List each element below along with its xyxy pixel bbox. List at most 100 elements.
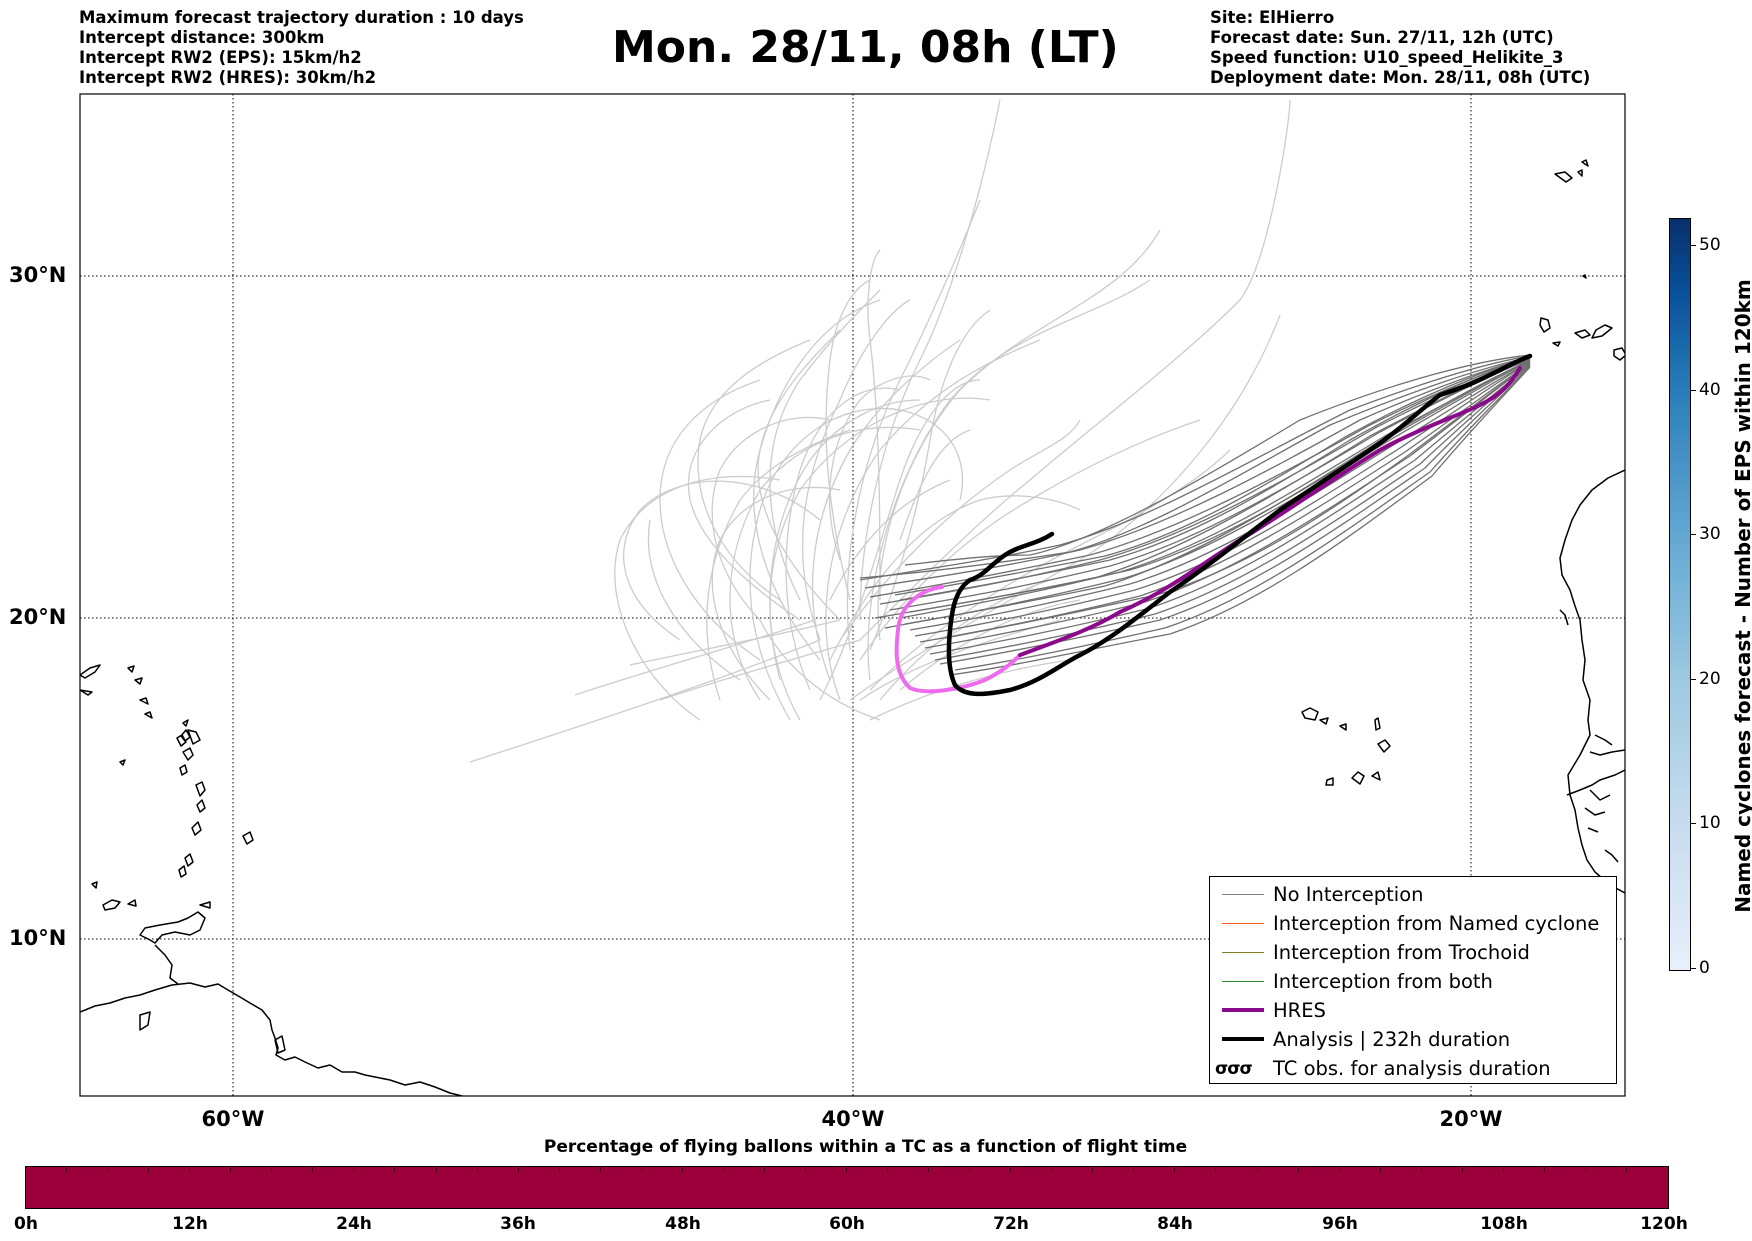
flight-time-minor-tick	[1133, 1166, 1135, 1172]
colorbar-tick-label: 30	[1699, 524, 1721, 544]
small-islands-west	[102, 899, 286, 1054]
legend-label: No Interception	[1273, 883, 1424, 906]
flight-time-minor-tick	[1297, 1166, 1299, 1172]
eps-count-colorbar	[1669, 218, 1691, 971]
legend-line-black	[1222, 1037, 1264, 1041]
flight-time-minor-tick	[1256, 1166, 1258, 1172]
flight-time-minor-tick	[107, 1166, 109, 1172]
flight-time-minor-tick	[1092, 1166, 1094, 1172]
flight-time-minor-tick	[1215, 1166, 1217, 1172]
coastlines	[80, 159, 1625, 1096]
legend-item-named-cyclone: Interception from Named cyclone	[1210, 911, 1616, 937]
flight-time-minor-tick	[558, 1166, 560, 1172]
flight-time-minor-tick	[1420, 1166, 1422, 1172]
colorbar-tick	[1691, 823, 1696, 824]
flight-time-minor-tick	[271, 1166, 273, 1172]
legend-item-hres: HRES	[1210, 998, 1616, 1024]
legend-line-purple	[1222, 1008, 1264, 1012]
info-intercept-hres: Intercept RW2 (HRES): 30km/h2	[79, 68, 377, 87]
legend-label: Analysis | 232h duration	[1273, 1028, 1511, 1051]
flight-time-minor-tick	[476, 1166, 478, 1172]
flight-time-tick-label: 108h	[1480, 1214, 1528, 1234]
africa-coast	[1559, 469, 1625, 894]
flight-time-minor-tick	[394, 1166, 396, 1172]
run-info-right: Site: ElHierro Forecast date: Sun. 27/11…	[1210, 8, 1590, 88]
run-info-left: Maximum forecast trajectory duration : 1…	[79, 8, 524, 88]
flight-time-minor-tick	[1543, 1166, 1545, 1172]
flight-time-minor-tick	[148, 1166, 150, 1172]
flight-time-minor-tick	[1010, 1166, 1012, 1172]
flight-time-minor-tick	[722, 1166, 724, 1172]
flight-time-minor-tick	[189, 1166, 191, 1172]
info-site: Site: ElHierro	[1210, 8, 1335, 27]
flight-time-minor-tick	[1502, 1166, 1504, 1172]
colorbar-vertical-label: Named cyclones forecast - Number of EPS …	[1731, 279, 1752, 913]
legend-line-gray	[1222, 894, 1264, 895]
cyclone-symbols-icon: σσσ	[1215, 1059, 1253, 1079]
flight-time-minor-tick	[1461, 1166, 1463, 1172]
legend-item-trochoid: Interception from Trochoid	[1210, 940, 1616, 966]
flight-time-minor-tick	[1379, 1166, 1381, 1172]
canary-islands	[1539, 317, 1625, 361]
info-intercept-distance: Intercept distance: 300km	[79, 28, 325, 47]
south-america-coast	[80, 982, 463, 1096]
flight-time-colorbar	[25, 1166, 1669, 1209]
legend-label: TC obs. for analysis duration	[1273, 1057, 1551, 1080]
colorbar-tick-label: 0	[1699, 958, 1710, 978]
flight-time-minor-tick	[763, 1166, 765, 1172]
flight-time-tick-label: 0h	[14, 1214, 38, 1234]
flight-time-minor-tick	[1051, 1166, 1053, 1172]
flight-time-minor-tick	[66, 1166, 68, 1172]
colorbar-tick	[1691, 679, 1696, 680]
flight-time-minor-tick	[1625, 1166, 1627, 1172]
colorbar-tick	[1691, 390, 1696, 391]
legend-item-no-interception: No Interception	[1210, 882, 1616, 908]
legend-line-olive	[1222, 952, 1264, 953]
flight-time-minor-tick	[640, 1166, 642, 1172]
flight-time-minor-tick	[1174, 1166, 1176, 1172]
legend-item-tc-obs: σσσ TC obs. for analysis duration	[1210, 1056, 1616, 1082]
info-intercept-eps: Intercept RW2 (EPS): 15km/h2	[79, 48, 362, 67]
flight-time-tick-label: 24h	[336, 1214, 372, 1234]
flight-time-minor-tick	[230, 1166, 232, 1172]
flight-time-tick-label: 48h	[665, 1214, 701, 1234]
flight-time-colorbar-title: Percentage of flying ballons within a TC…	[543, 1137, 1188, 1157]
trinidad-coast	[139, 911, 206, 944]
flight-time-minor-tick	[928, 1166, 930, 1172]
legend-label: Interception from Trochoid	[1273, 941, 1530, 964]
info-max-duration: Maximum forecast trajectory duration : 1…	[79, 8, 524, 27]
legend-item-both: Interception from both	[1210, 969, 1616, 995]
info-forecast-date: Forecast date: Sun. 27/11, 12h (UTC)	[1210, 28, 1554, 47]
lat-label-20n: 20°N	[9, 605, 67, 629]
flight-time-tick-label: 72h	[993, 1214, 1029, 1234]
legend-label: Interception from Named cyclone	[1273, 912, 1600, 935]
madeira	[1554, 159, 1589, 183]
flight-time-minor-tick	[804, 1166, 806, 1172]
eps-cyclone-tracks	[469, 99, 1291, 763]
lesser-antilles	[176, 729, 206, 878]
legend-line-green	[1222, 981, 1264, 982]
flight-time-tick-label: 36h	[500, 1214, 536, 1234]
cape-verde	[1301, 707, 1391, 786]
colorbar-tick	[1691, 245, 1696, 246]
colorbar-tick	[1691, 968, 1696, 969]
hres-trajectory	[894, 366, 1522, 694]
colorbar-tick-label: 40	[1699, 380, 1721, 400]
colorbar-tick-label: 20	[1699, 669, 1721, 689]
analysis-trajectory	[946, 353, 1533, 697]
map-title: Mon. 28/11, 08h (LT)	[612, 22, 1119, 73]
flight-time-minor-tick	[517, 1166, 519, 1172]
flight-time-tick-label: 120h	[1640, 1214, 1688, 1234]
map-frame	[79, 93, 1626, 1097]
flight-time-minor-tick	[969, 1166, 971, 1172]
lon-label-20w: 20°W	[1439, 1107, 1503, 1131]
colorbar-tick	[1691, 534, 1696, 535]
lat-label-30n: 30°N	[9, 263, 67, 287]
info-deployment-date: Deployment date: Mon. 28/11, 08h (UTC)	[1210, 68, 1591, 87]
flight-time-tick-label: 12h	[172, 1214, 208, 1234]
flight-time-minor-tick	[599, 1166, 601, 1172]
legend-item-analysis: Analysis | 232h duration	[1210, 1027, 1616, 1053]
flight-time-tick-label: 60h	[829, 1214, 865, 1234]
lon-label-40w: 40°W	[821, 1107, 885, 1131]
